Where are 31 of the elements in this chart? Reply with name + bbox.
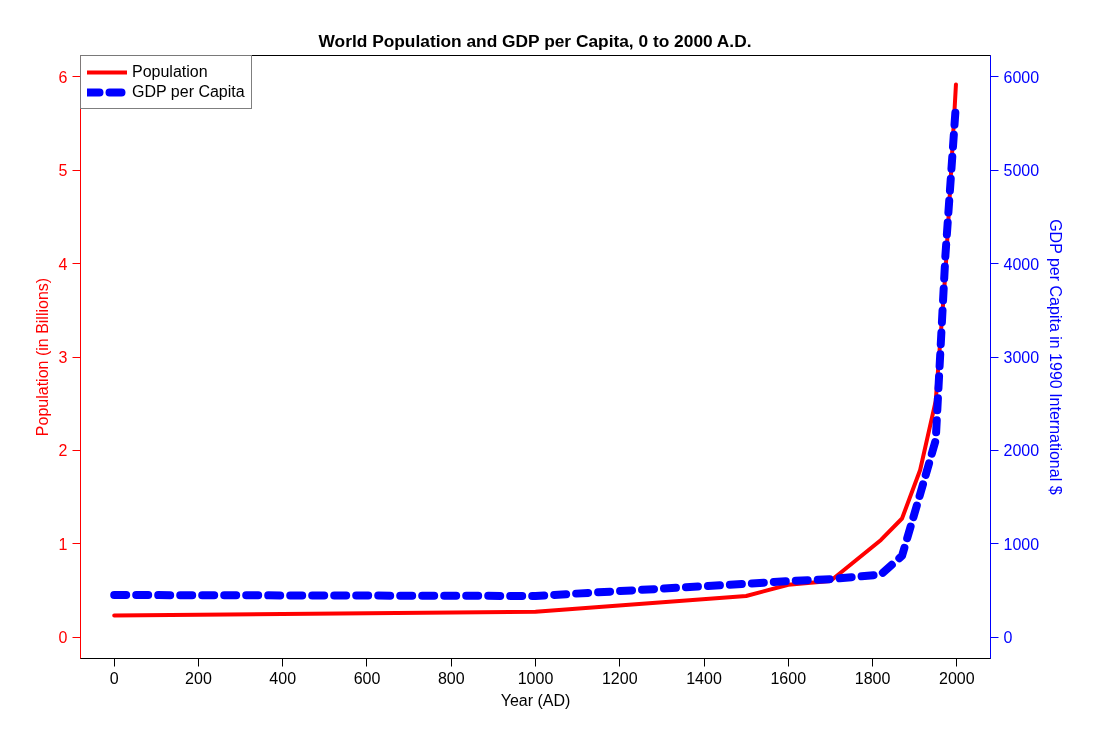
x-tick-label: 600 — [353, 669, 381, 687]
x-tick-label: 1400 — [686, 669, 722, 687]
y2-tick-label: 1000 — [1003, 535, 1040, 553]
x-tick-label: 1800 — [854, 669, 891, 687]
y2-tick-label: 5000 — [1003, 162, 1040, 180]
x-axis-title: Year (AD) — [500, 691, 571, 709]
y2-axis-title: GDP per Capita in 1990 International $ — [1047, 219, 1065, 495]
y-axis-title: Population (in Billions) — [33, 277, 51, 437]
x-tick-label: 2000 — [939, 669, 975, 687]
y2-tick-label: 2000 — [1003, 442, 1040, 460]
y2-tick-label: 6000 — [1003, 68, 1040, 86]
chart-title: World Population and GDP per Capita, 0 to 2000 A.D. — [318, 30, 752, 51]
x-tick-label: 1200 — [601, 669, 638, 687]
x-tick-label: 1600 — [770, 669, 807, 687]
y2-tick-label: 0 — [1003, 629, 1013, 647]
x-tick-label: 400 — [269, 669, 297, 687]
y2-tick-label: 3000 — [1003, 349, 1040, 366]
x-tick-label: 200 — [185, 669, 212, 687]
y-tick-label: 5 — [58, 162, 68, 180]
x-tick-label: 1000 — [517, 669, 554, 687]
y-tick-label: 3 — [58, 349, 68, 366]
y-tick-label: 1 — [58, 535, 68, 553]
x-tick-label: 0 — [109, 669, 119, 687]
y-tick-label: 0 — [58, 629, 68, 647]
legend-label: Population — [132, 63, 208, 81]
y-tick-label: 4 — [58, 255, 68, 273]
y-tick-label: 6 — [58, 68, 68, 86]
legend-label: GDP per Capita — [132, 83, 245, 101]
x-tick-label: 800 — [437, 669, 465, 687]
y-tick-label: 2 — [58, 442, 68, 460]
y2-tick-label: 4000 — [1003, 255, 1040, 273]
